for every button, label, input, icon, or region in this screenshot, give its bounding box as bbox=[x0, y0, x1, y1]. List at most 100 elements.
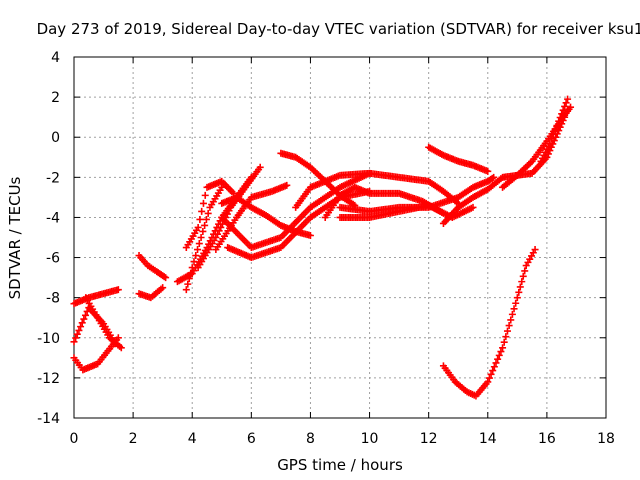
x-tick-label: 12 bbox=[420, 431, 438, 447]
data-point bbox=[201, 191, 209, 199]
data-point bbox=[117, 344, 125, 352]
x-tick-label: 2 bbox=[129, 431, 138, 447]
data-point bbox=[184, 280, 192, 288]
series-track-l bbox=[218, 193, 314, 239]
y-tick-label: 0 bbox=[51, 130, 60, 146]
data-point bbox=[531, 246, 539, 254]
series-track-h bbox=[182, 177, 238, 252]
series-track-g bbox=[182, 183, 226, 294]
x-tick-label: 14 bbox=[479, 431, 497, 447]
x-tick-label: 10 bbox=[361, 431, 379, 447]
data-point bbox=[561, 102, 569, 110]
data-point bbox=[439, 209, 447, 217]
data-point bbox=[485, 374, 493, 382]
data-point bbox=[197, 234, 205, 241]
data-point bbox=[488, 174, 496, 182]
x-tick-label: 18 bbox=[597, 431, 615, 447]
data-point bbox=[202, 215, 210, 223]
series-track-k bbox=[212, 181, 291, 254]
data-point bbox=[198, 207, 206, 215]
plot-frame bbox=[73, 56, 607, 419]
data-point bbox=[515, 288, 523, 296]
data-point bbox=[160, 273, 168, 281]
data-point bbox=[162, 274, 170, 282]
data-point bbox=[551, 126, 559, 134]
data-point bbox=[564, 95, 572, 103]
series-track-x bbox=[439, 246, 539, 400]
data-point bbox=[559, 106, 567, 114]
y-tick-label: -12 bbox=[37, 371, 60, 387]
y-tick-label: -4 bbox=[46, 210, 60, 226]
data-point bbox=[510, 305, 518, 313]
data-point bbox=[519, 272, 527, 280]
data-point bbox=[518, 278, 526, 286]
data-point bbox=[194, 246, 202, 254]
data-point bbox=[283, 181, 291, 189]
data-point bbox=[489, 367, 497, 375]
x-tick-label: 6 bbox=[247, 431, 256, 447]
y-tick-label: -6 bbox=[46, 251, 60, 267]
series-track-u bbox=[439, 113, 569, 227]
data-point bbox=[512, 299, 520, 307]
data-point bbox=[513, 294, 521, 302]
data-point bbox=[199, 227, 207, 235]
y-tick-label: -14 bbox=[37, 411, 60, 427]
data-point bbox=[521, 267, 529, 275]
data-point bbox=[78, 319, 86, 327]
data-point bbox=[469, 203, 477, 211]
series-track-r bbox=[336, 201, 477, 221]
data-point bbox=[81, 311, 89, 319]
ticks bbox=[73, 56, 607, 419]
y-tick-label: -2 bbox=[46, 170, 60, 186]
data-point bbox=[562, 99, 570, 107]
data-point bbox=[484, 167, 492, 175]
data-point bbox=[507, 316, 515, 324]
data-point bbox=[70, 338, 78, 346]
series-track-d bbox=[82, 294, 125, 352]
series-track-w bbox=[537, 95, 572, 165]
data-point bbox=[80, 315, 88, 323]
data-point bbox=[159, 284, 167, 292]
data-point bbox=[499, 344, 507, 352]
data-point bbox=[484, 378, 492, 386]
data-point bbox=[490, 363, 498, 371]
data-point bbox=[194, 223, 202, 231]
tick-labels: 0 2 4 6 8 10 12 14 16 18 -14 -12 -10 -8 -6 -4 -2 0 2 4 bbox=[37, 50, 615, 447]
data-point bbox=[558, 110, 566, 118]
data-point bbox=[75, 326, 83, 334]
data-point bbox=[553, 122, 561, 130]
data-point bbox=[204, 209, 212, 217]
data-point bbox=[114, 334, 122, 342]
data-point bbox=[492, 359, 500, 367]
y-axis-label: SDTVAR / TECUs bbox=[6, 176, 24, 299]
y-tick-label: -10 bbox=[37, 331, 60, 347]
data-point bbox=[77, 323, 85, 331]
x-tick-label: 16 bbox=[538, 431, 556, 447]
grid bbox=[74, 57, 606, 418]
data-point bbox=[192, 252, 200, 260]
chart-title: Day 273 of 2019, Sidereal Day-to-day VTE… bbox=[37, 20, 640, 38]
data-point bbox=[516, 283, 524, 291]
data-point bbox=[182, 286, 190, 294]
data-point bbox=[500, 338, 508, 346]
data-point bbox=[306, 231, 314, 239]
data-point bbox=[490, 173, 498, 181]
data-point bbox=[72, 334, 80, 342]
y-tick-label: -8 bbox=[46, 291, 60, 307]
series-track-t bbox=[425, 143, 492, 175]
data-point bbox=[503, 327, 511, 335]
data-point bbox=[549, 130, 557, 138]
y-tick-label: 2 bbox=[51, 90, 60, 106]
data-point bbox=[199, 199, 207, 207]
data-point bbox=[196, 215, 204, 223]
y-tick-label: 4 bbox=[51, 50, 60, 66]
series-track-f bbox=[135, 284, 167, 302]
data-point bbox=[555, 117, 563, 125]
data-point bbox=[497, 348, 505, 356]
data-point bbox=[201, 221, 209, 229]
series-track-a bbox=[70, 286, 122, 308]
data-point bbox=[548, 135, 556, 143]
data-point bbox=[256, 163, 264, 171]
data-point bbox=[487, 370, 495, 378]
